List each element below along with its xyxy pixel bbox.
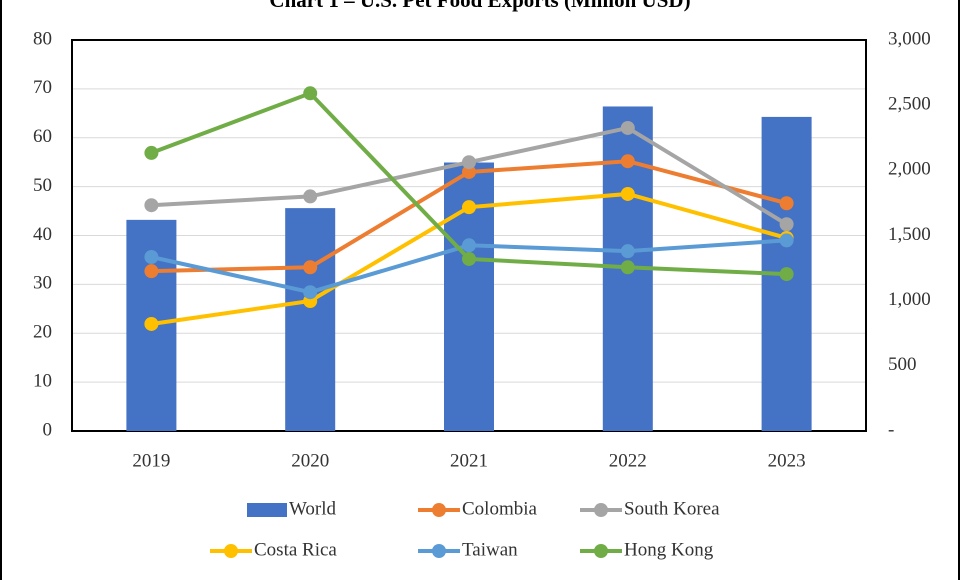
y2-tick-label: 500 bbox=[888, 354, 917, 375]
y-tick-label: 60 bbox=[33, 126, 52, 147]
marker bbox=[779, 217, 794, 232]
marker bbox=[462, 238, 476, 253]
x-tick-label: 2019 bbox=[132, 450, 170, 471]
marker bbox=[620, 120, 635, 135]
y2-tick-label: 3,000 bbox=[888, 28, 931, 49]
y2-tick-label: 2,000 bbox=[888, 159, 931, 180]
y-tick-label: 30 bbox=[33, 273, 52, 294]
marker bbox=[462, 164, 476, 179]
marker bbox=[303, 86, 318, 101]
y2-tick-label: 2,500 bbox=[888, 94, 931, 115]
legend-swatch bbox=[224, 544, 238, 558]
y-tick-label: 80 bbox=[33, 28, 52, 49]
x-tick-label: 2020 bbox=[291, 450, 329, 471]
marker bbox=[144, 145, 159, 160]
marker bbox=[779, 267, 794, 282]
marker bbox=[144, 198, 159, 213]
legend-swatch bbox=[247, 503, 287, 517]
legend-swatch bbox=[432, 503, 446, 517]
marker bbox=[303, 189, 318, 204]
marker bbox=[779, 233, 794, 248]
marker bbox=[620, 260, 635, 275]
legend-label: Hong Kong bbox=[624, 539, 714, 560]
x-tick-label: 2023 bbox=[768, 450, 806, 471]
bar bbox=[285, 208, 336, 431]
y-tick-label: 40 bbox=[33, 224, 52, 245]
chart-title: Chart 1 – U.S. Pet Food Exports (Million… bbox=[269, 0, 690, 12]
marker bbox=[303, 285, 318, 300]
legend-label: World bbox=[289, 498, 337, 519]
marker bbox=[462, 155, 476, 170]
legend-label: Taiwan bbox=[462, 539, 518, 560]
marker bbox=[779, 196, 794, 211]
legend-swatch bbox=[594, 503, 608, 517]
y2-tick-label: - bbox=[888, 419, 894, 440]
x-tick-label: 2021 bbox=[450, 450, 488, 471]
marker bbox=[620, 186, 635, 201]
y2-tick-label: 1,000 bbox=[888, 289, 931, 310]
x-tick-label: 2022 bbox=[609, 450, 647, 471]
y-tick-label: 10 bbox=[33, 370, 52, 391]
marker bbox=[144, 316, 159, 331]
y-tick-label: 0 bbox=[43, 419, 53, 440]
legend-swatch bbox=[594, 544, 608, 558]
marker bbox=[462, 251, 476, 266]
legend-label: South Korea bbox=[624, 498, 720, 519]
y2-tick-label: 1,500 bbox=[888, 224, 931, 245]
y-tick-label: 20 bbox=[33, 322, 52, 343]
marker bbox=[303, 260, 318, 275]
legend-label: Colombia bbox=[462, 498, 538, 519]
y-tick-label: 70 bbox=[33, 77, 52, 98]
y-tick-label: 50 bbox=[33, 175, 52, 196]
legend-label: Costa Rica bbox=[254, 539, 337, 560]
legend-swatch bbox=[432, 544, 446, 558]
marker bbox=[144, 264, 159, 279]
marker bbox=[144, 250, 159, 265]
marker bbox=[620, 244, 635, 259]
marker bbox=[462, 200, 476, 215]
marker bbox=[620, 154, 635, 169]
